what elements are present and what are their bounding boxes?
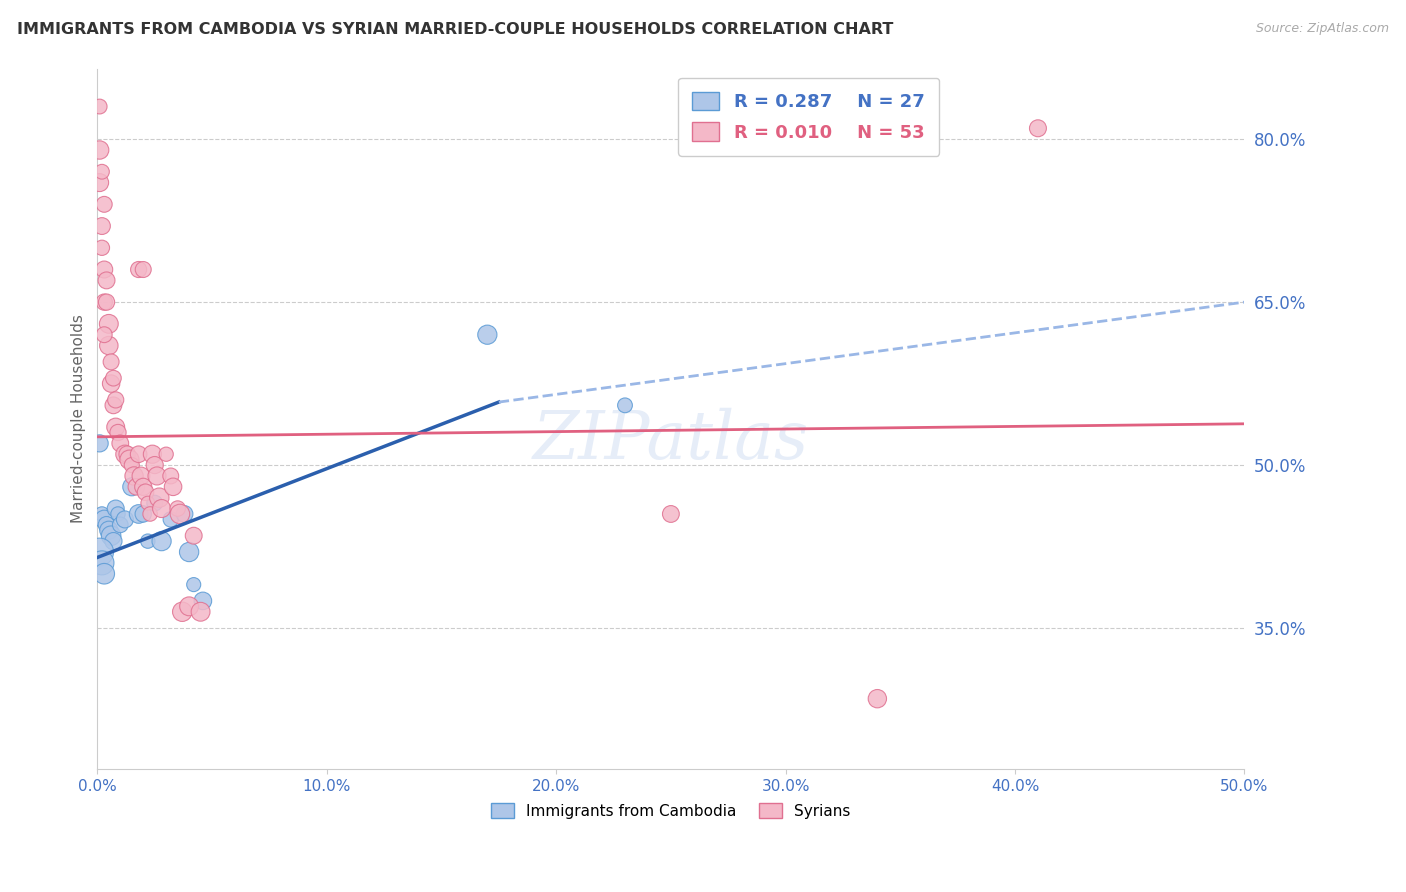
Point [155, 447, 177, 461]
Point [866, 691, 889, 706]
Point [128, 447, 150, 461]
Point [162, 480, 184, 494]
Point [110, 436, 132, 450]
Point [91, 165, 114, 179]
Point [96, 273, 118, 287]
Point [97, 317, 120, 331]
Point [89, 545, 111, 559]
Point [91, 507, 114, 521]
Point [1026, 121, 1049, 136]
Point [136, 496, 159, 510]
Point [146, 469, 169, 483]
Point [122, 469, 145, 483]
Y-axis label: Married-couple Households: Married-couple Households [72, 315, 86, 524]
Point [96, 517, 118, 532]
Point [173, 507, 195, 521]
Point [93, 295, 115, 310]
Point [93, 327, 115, 342]
Point [93, 197, 115, 211]
Point [135, 485, 157, 500]
Point [107, 507, 129, 521]
Text: Source: ZipAtlas.com: Source: ZipAtlas.com [1256, 22, 1389, 36]
Point [179, 599, 201, 614]
Point [104, 392, 127, 407]
Point [136, 534, 159, 549]
Point [148, 491, 170, 505]
Point [191, 594, 214, 608]
Point [143, 458, 166, 472]
Point [172, 605, 194, 619]
Point [89, 176, 111, 190]
Point [93, 262, 115, 277]
Point [118, 452, 141, 467]
Point [89, 143, 111, 157]
Point [159, 469, 181, 483]
Point [190, 605, 212, 619]
Text: ZIPatlas: ZIPatlas [533, 408, 808, 473]
Point [659, 507, 682, 521]
Point [114, 512, 136, 526]
Point [132, 480, 155, 494]
Point [614, 398, 637, 412]
Point [91, 219, 114, 233]
Point [96, 295, 118, 310]
Point [128, 507, 150, 521]
Point [93, 566, 115, 581]
Point [93, 512, 115, 526]
Point [104, 501, 127, 516]
Point [89, 436, 111, 450]
Point [100, 529, 122, 543]
Point [107, 425, 129, 440]
Point [477, 327, 499, 342]
Point [103, 371, 125, 385]
Legend: Immigrants from Cambodia, Syrians: Immigrants from Cambodia, Syrians [485, 797, 858, 825]
Point [100, 376, 122, 391]
Point [166, 501, 188, 516]
Point [91, 556, 114, 570]
Point [114, 447, 136, 461]
Point [143, 496, 166, 510]
Point [139, 507, 162, 521]
Point [100, 355, 122, 369]
Point [159, 512, 181, 526]
Point [97, 338, 120, 352]
Point [121, 458, 143, 472]
Point [132, 507, 155, 521]
Point [91, 241, 114, 255]
Point [150, 534, 173, 549]
Point [115, 447, 138, 461]
Point [150, 501, 173, 516]
Point [141, 447, 163, 461]
Point [104, 420, 127, 434]
Point [179, 545, 201, 559]
Point [97, 523, 120, 537]
Point [183, 529, 205, 543]
Text: IMMIGRANTS FROM CAMBODIA VS SYRIAN MARRIED-COUPLE HOUSEHOLDS CORRELATION CHART: IMMIGRANTS FROM CAMBODIA VS SYRIAN MARRI… [17, 22, 893, 37]
Point [132, 262, 155, 277]
Point [121, 480, 143, 494]
Point [103, 398, 125, 412]
Point [103, 534, 125, 549]
Point [125, 480, 148, 494]
Point [169, 507, 191, 521]
Point [89, 99, 111, 113]
Point [183, 577, 205, 591]
Point [129, 469, 152, 483]
Point [128, 262, 150, 277]
Point [110, 517, 132, 532]
